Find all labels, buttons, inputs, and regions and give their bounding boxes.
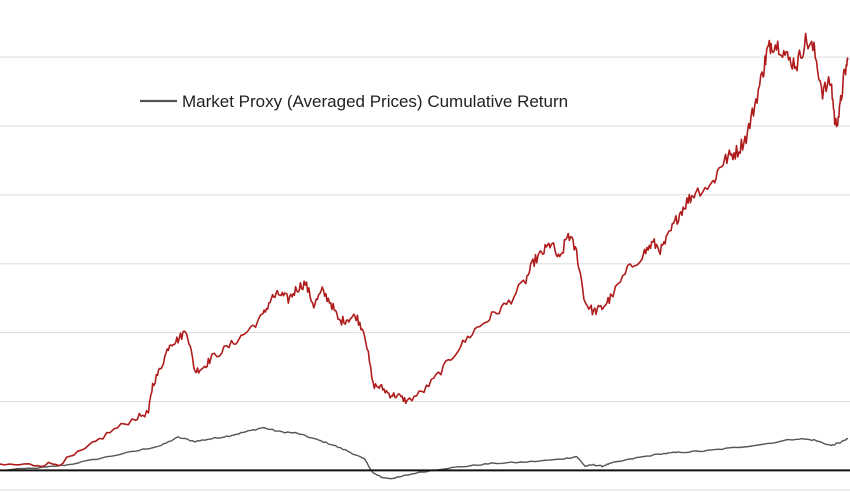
series-line-market-proxy — [0, 426, 849, 480]
series-lines — [0, 32, 849, 480]
gridlines — [0, 56, 850, 491]
series-line-strategy — [0, 32, 849, 468]
legend-label-market-proxy: Market Proxy (Averaged Prices) Cumulativ… — [182, 92, 568, 111]
legend: Market Proxy (Averaged Prices) Cumulativ… — [140, 92, 568, 111]
